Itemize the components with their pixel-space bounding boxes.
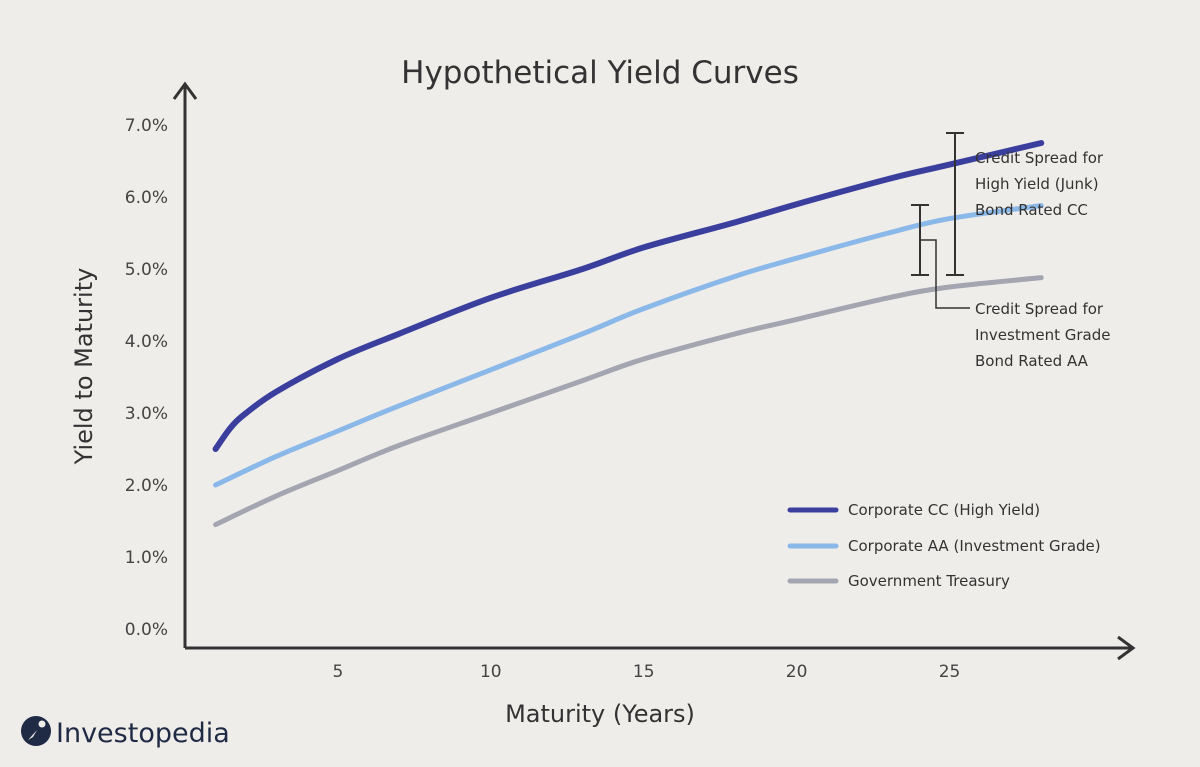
brand-name: Investopedia	[56, 718, 230, 749]
x-axis-label: Maturity (Years)	[505, 700, 695, 728]
x-tick-labels: 5 10 15 20 25	[332, 662, 960, 682]
legend-label-cc: Corporate CC (High Yield)	[848, 501, 1040, 519]
y-tick-label: 3.0%	[125, 404, 168, 424]
junk-spread-bracket	[946, 132, 964, 276]
y-tick-labels: 0.0% 1.0% 2.0% 3.0% 4.0% 5.0% 6.0% 7.0%	[125, 116, 168, 640]
x-tick-label: 25	[939, 662, 961, 682]
y-tick-label: 4.0%	[125, 332, 168, 352]
y-tick-label: 7.0%	[125, 116, 168, 136]
chart-title: Hypothetical Yield Curves	[401, 55, 799, 91]
y-tick-label: 2.0%	[125, 476, 168, 496]
chart-legend: Corporate CC (High Yield) Corporate AA (…	[787, 501, 1101, 590]
legend-label-aa: Corporate AA (Investment Grade)	[848, 537, 1101, 555]
x-axis-arrow-icon	[1117, 635, 1136, 661]
y-axis-label: Yield to Maturity	[70, 268, 98, 466]
y-tick-label: 5.0%	[125, 260, 168, 280]
junk-spread-annotation: Credit Spread for High Yield (Junk) Bond…	[975, 149, 1108, 219]
series-line-1	[213, 203, 1044, 488]
x-tick-label: 5	[332, 662, 343, 682]
x-tick-label: 20	[786, 662, 808, 682]
x-tick-label: 15	[633, 662, 655, 682]
brand-logo: Investopedia	[21, 716, 230, 749]
series-line-0	[212, 140, 1045, 452]
investopedia-logo-icon	[21, 716, 51, 746]
y-axis-arrow-icon	[172, 81, 198, 100]
series-lines	[212, 140, 1045, 528]
investment-grade-spread-bracket	[911, 204, 970, 309]
y-tick-label: 1.0%	[125, 548, 168, 568]
x-tick-label: 10	[480, 662, 502, 682]
legend-label-treasury: Government Treasury	[848, 572, 1010, 590]
series-line-2	[213, 275, 1044, 528]
investment-grade-spread-annotation: Credit Spread for Investment Grade Bond …	[975, 300, 1115, 370]
y-tick-label: 6.0%	[125, 188, 168, 208]
y-tick-label: 0.0%	[125, 620, 168, 640]
